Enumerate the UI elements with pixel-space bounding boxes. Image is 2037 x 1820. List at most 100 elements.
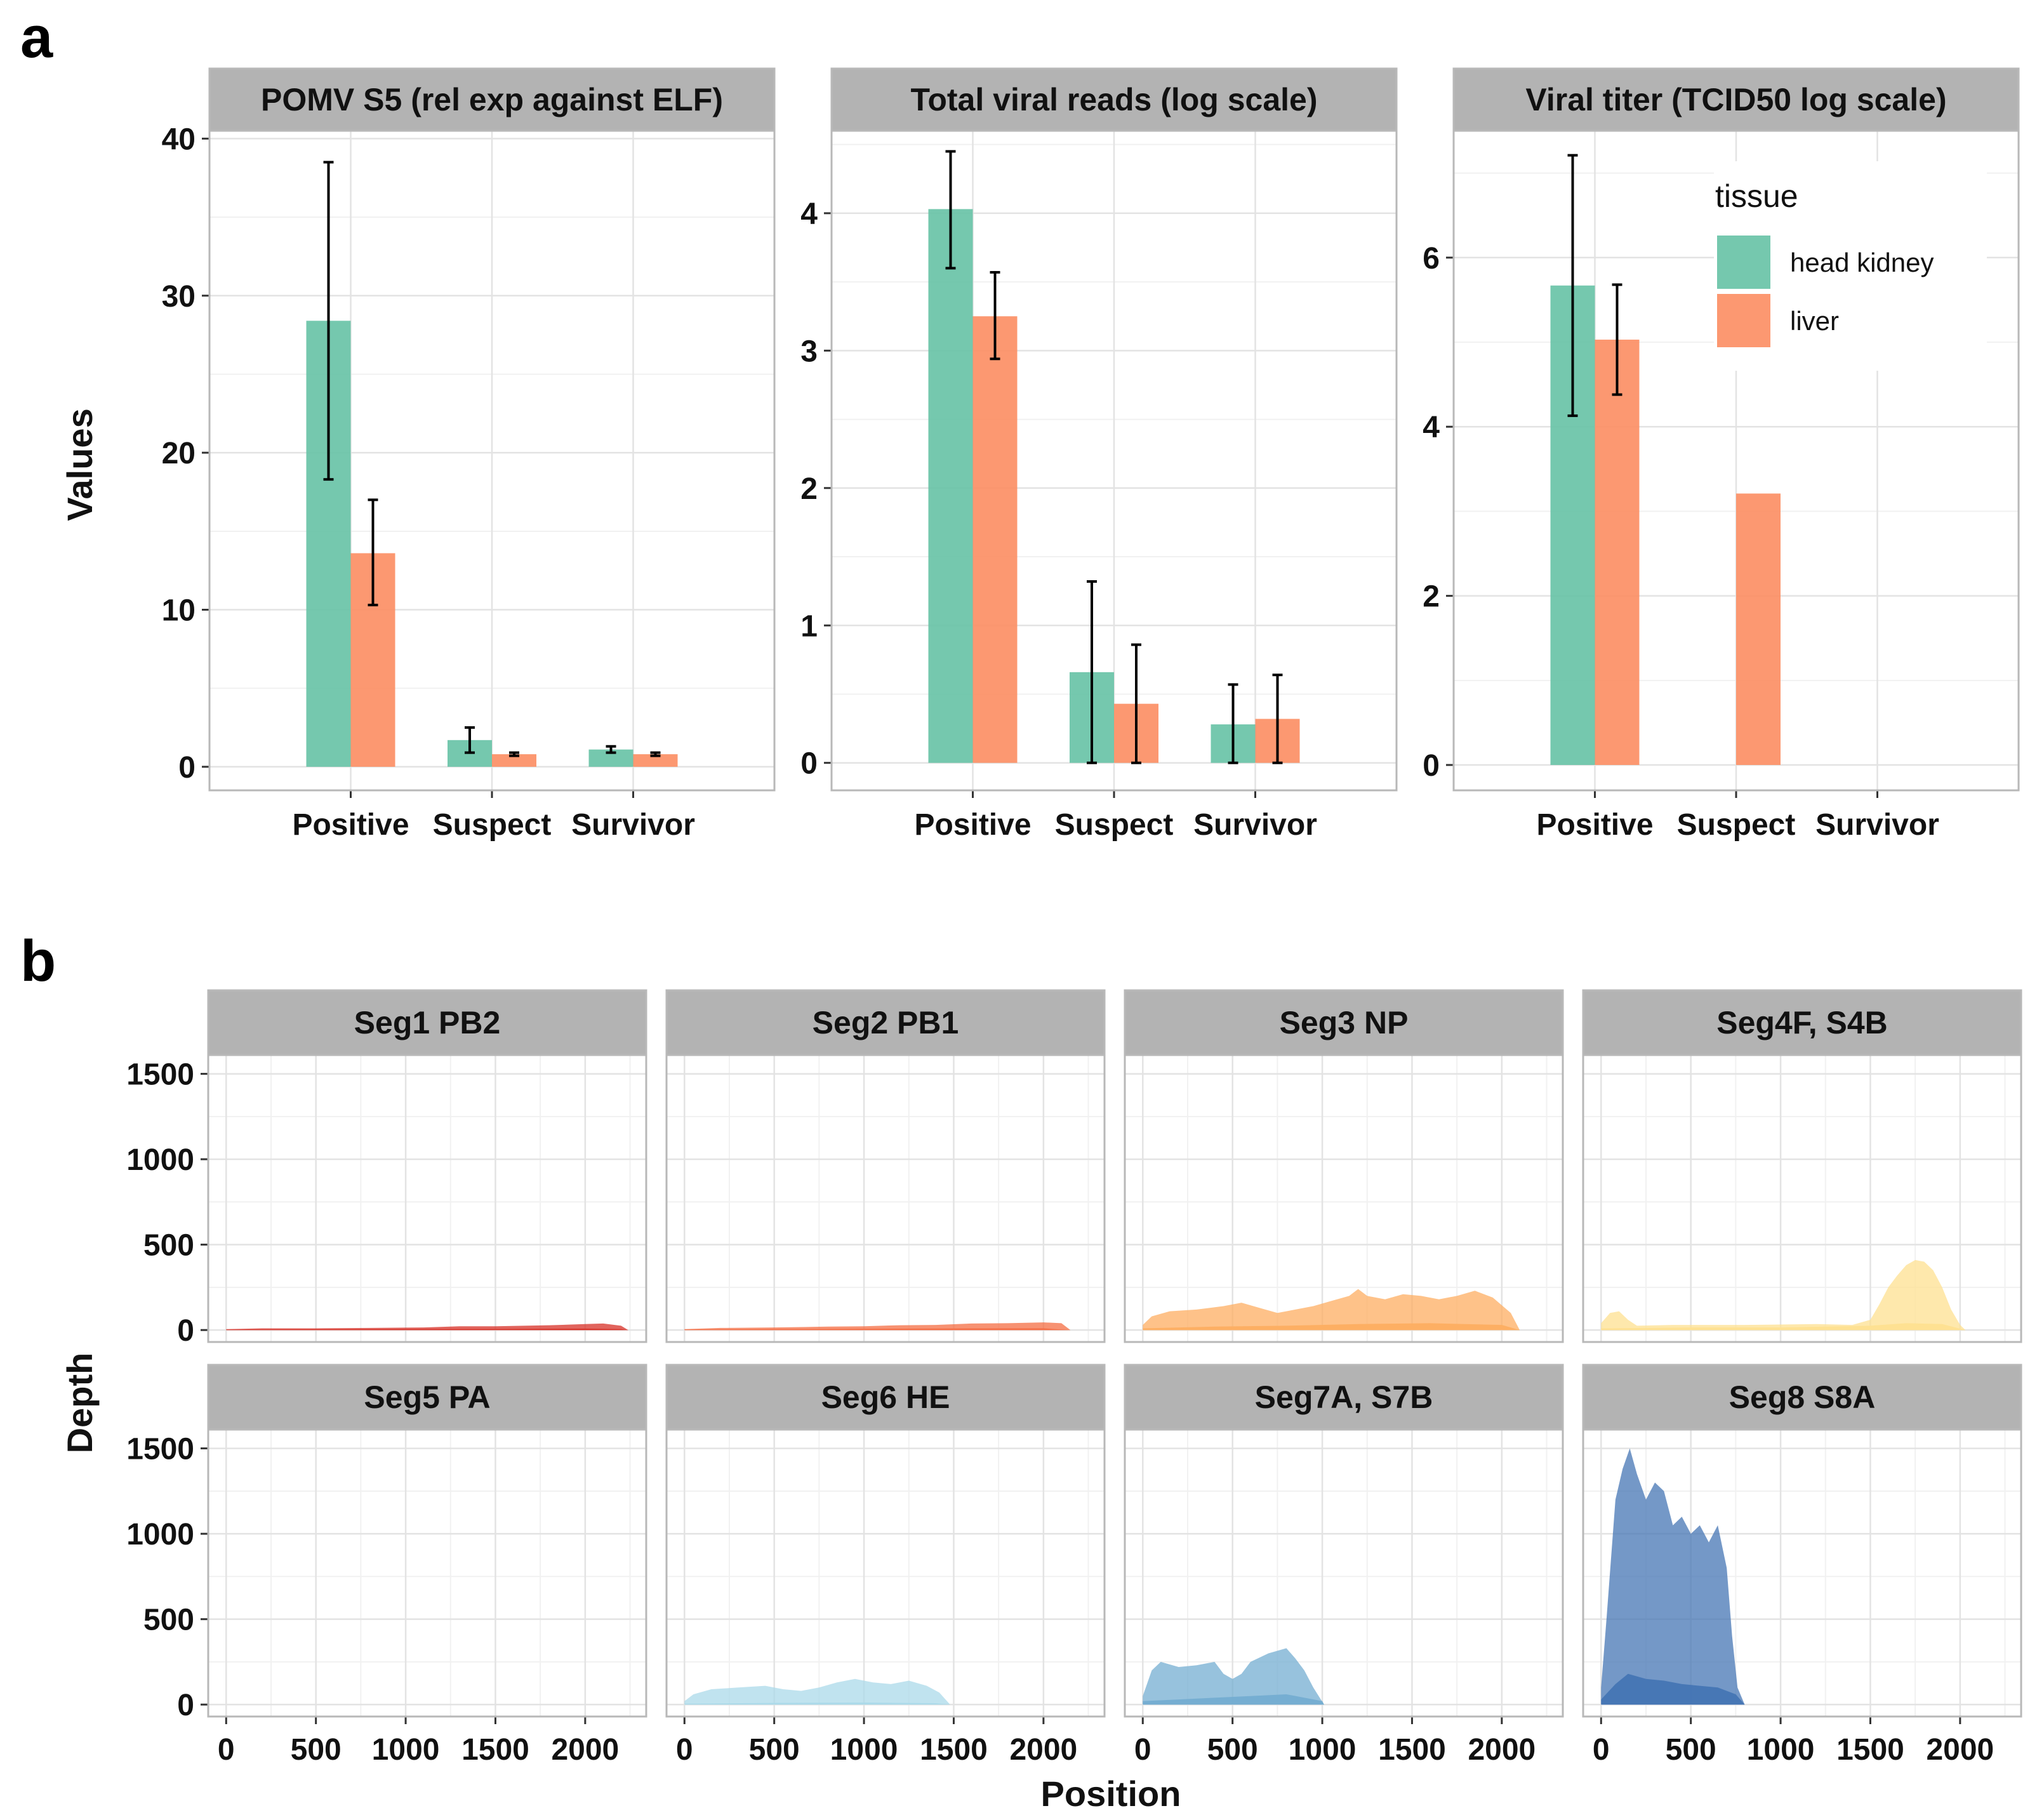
- y-tick-label: 1: [800, 609, 818, 643]
- y-axis-title-depth: Depth: [60, 1353, 100, 1454]
- error-bar-liver-suspect: [1131, 643, 1141, 764]
- facet-strip: [1582, 1364, 2022, 1431]
- facet-strip: [207, 1364, 647, 1431]
- error-bar-head-kidney-positive: [945, 150, 956, 270]
- y-tick-label: 1000: [126, 1518, 194, 1551]
- facet-a-2: 0 1 2 3 4 Positive Suspect Survivor Total viral …: [800, 67, 1398, 842]
- facet-strip-title: Seg4F, S4B: [1716, 1005, 1888, 1040]
- facet-strip-title: Seg3 NP: [1280, 1005, 1409, 1040]
- y-tick-label: 4: [800, 197, 818, 231]
- x-tick-label: 1000: [1747, 1733, 1815, 1767]
- y-tick-label: 4: [1423, 411, 1440, 444]
- error-bar-head-kidney-suspect: [1087, 580, 1097, 764]
- y-tick-label: 0: [177, 1689, 194, 1722]
- facet-strip: [830, 67, 1398, 132]
- y-tick-label: 1500: [126, 1433, 194, 1466]
- bar-liver-suspect: [1736, 493, 1781, 766]
- error-bar-liver-positive: [990, 270, 1000, 361]
- bar-liver-suspect: [492, 754, 536, 767]
- x-axis-title-position: Position: [1041, 1774, 1181, 1814]
- facet-strip: [1582, 989, 2022, 1056]
- y-tick-label: 0: [177, 1314, 194, 1348]
- panel-b-coverage-charts: 0 500 1000 1500 Seg1 PB2 Seg2 PB1 Seg3 NP Seg4F…: [126, 989, 2022, 1767]
- error-bar-head-kidney-survivor: [1228, 683, 1238, 764]
- y-tick-label: 0: [800, 747, 818, 781]
- bar-head-kidney-positive: [928, 209, 973, 763]
- facet-strip-title: Viral titer (TCID50 log scale): [1525, 82, 1946, 117]
- x-tick-label-positive: Positive: [914, 808, 1031, 842]
- panel-border: [207, 1428, 647, 1718]
- facet-strip-title: Seg1 PB2: [354, 1005, 501, 1040]
- facet-b-4: Seg4F, S4B: [1582, 989, 2022, 1343]
- x-tick-label-suspect: Suspect: [433, 808, 552, 842]
- x-tick-label: 1000: [372, 1733, 440, 1767]
- y-tick-label: 500: [143, 1229, 194, 1263]
- facet-strip-title: Seg8 S8A: [1729, 1379, 1876, 1415]
- x-tick-label: 500: [749, 1733, 800, 1767]
- x-tick-label-suspect: Suspect: [1055, 808, 1174, 842]
- panel-border: [207, 1054, 647, 1343]
- coverage-area-upper: [684, 1322, 1071, 1331]
- x-tick-label-survivor: Survivor: [1815, 808, 1939, 842]
- x-tick-label: 500: [291, 1733, 342, 1767]
- facet-a-1: 0 10 20 30 40 Positive Suspect Survivor POMV S5 …: [162, 67, 776, 842]
- y-tick-label: 500: [143, 1604, 194, 1637]
- facet-strip-title: POMV S5 (rel exp against ELF): [261, 82, 723, 117]
- facet-b-1: 0 500 1000 1500 Seg1 PB2: [126, 989, 647, 1348]
- y-tick-label: 10: [162, 594, 196, 628]
- panel-border: [1582, 1054, 2022, 1343]
- y-tick-label: 30: [162, 280, 196, 314]
- y-tick-label: 1500: [126, 1058, 194, 1092]
- panel-border: [665, 1054, 1106, 1343]
- facet-b-6: 0 500 1000 1500 2000 Seg6 HE: [665, 1364, 1106, 1767]
- facet-strip: [1124, 989, 1564, 1056]
- coverage-area-lower: [1601, 1673, 1745, 1705]
- facet-strip: [1124, 1364, 1564, 1431]
- legend-label-head-kidney: head kidney: [1790, 248, 1934, 277]
- facet-a-3: 0 2 4 6 Positive Suspect Survivor Viral titer (…: [1423, 67, 2020, 842]
- coverage-area-upper: [1143, 1289, 1520, 1331]
- coverage-area-upper: [684, 1678, 950, 1705]
- error-bar-liver-positive: [368, 498, 378, 607]
- x-tick-label: 1500: [1836, 1733, 1904, 1767]
- y-tick-label: 1000: [126, 1143, 194, 1177]
- y-tick-label: 3: [800, 335, 818, 368]
- panel-label-a: a: [20, 5, 53, 70]
- facet-strip: [208, 67, 776, 132]
- legend-swatch-liver: [1717, 294, 1770, 347]
- panel-label-b: b: [20, 929, 56, 993]
- x-tick-label-positive: Positive: [1536, 808, 1653, 842]
- x-tick-label: 2000: [1468, 1733, 1536, 1767]
- facet-strip: [1452, 67, 2020, 132]
- bar-liver-positive: [972, 316, 1018, 763]
- panel-border: [665, 1428, 1106, 1718]
- facet-strip-title: Seg7A, S7B: [1255, 1379, 1433, 1415]
- legend-title: tissue: [1715, 178, 1798, 214]
- facet-strip-title: Total viral reads (log scale): [911, 82, 1318, 117]
- facet-b-7: 0 500 1000 1500 2000 Seg7A, S7B: [1124, 1364, 1564, 1767]
- y-tick-label: 2: [1423, 580, 1440, 614]
- x-tick-label: 1000: [830, 1733, 898, 1767]
- facet-strip-title: Seg5 PA: [364, 1379, 490, 1415]
- coverage-area-lower: [226, 1329, 628, 1331]
- x-tick-label: 0: [218, 1733, 235, 1767]
- coverage-area-lower: [1143, 1323, 1520, 1331]
- facet-strip-title: Seg2 PB1: [813, 1005, 959, 1040]
- facet-strip: [207, 989, 647, 1056]
- y-tick-label: 6: [1423, 242, 1440, 276]
- x-tick-label: 0: [676, 1733, 693, 1767]
- error-bar-head-kidney-survivor: [606, 745, 616, 754]
- bar-liver-survivor: [633, 754, 678, 767]
- x-tick-label-survivor: Survivor: [1193, 808, 1317, 842]
- x-tick-label: 2000: [1926, 1733, 1994, 1767]
- facet-strip: [665, 1364, 1106, 1431]
- facet-b-3: Seg3 NP: [1124, 989, 1564, 1343]
- facet-b-8: 0 500 1000 1500 2000 Seg8 S8A: [1582, 1364, 2022, 1767]
- facet-b-2: Seg2 PB1: [665, 989, 1106, 1343]
- error-bar-liver-positive: [1612, 283, 1622, 396]
- x-tick-label: 500: [1666, 1733, 1716, 1767]
- x-tick-label: 2000: [1009, 1733, 1077, 1767]
- coverage-area-upper: [1601, 1259, 1966, 1331]
